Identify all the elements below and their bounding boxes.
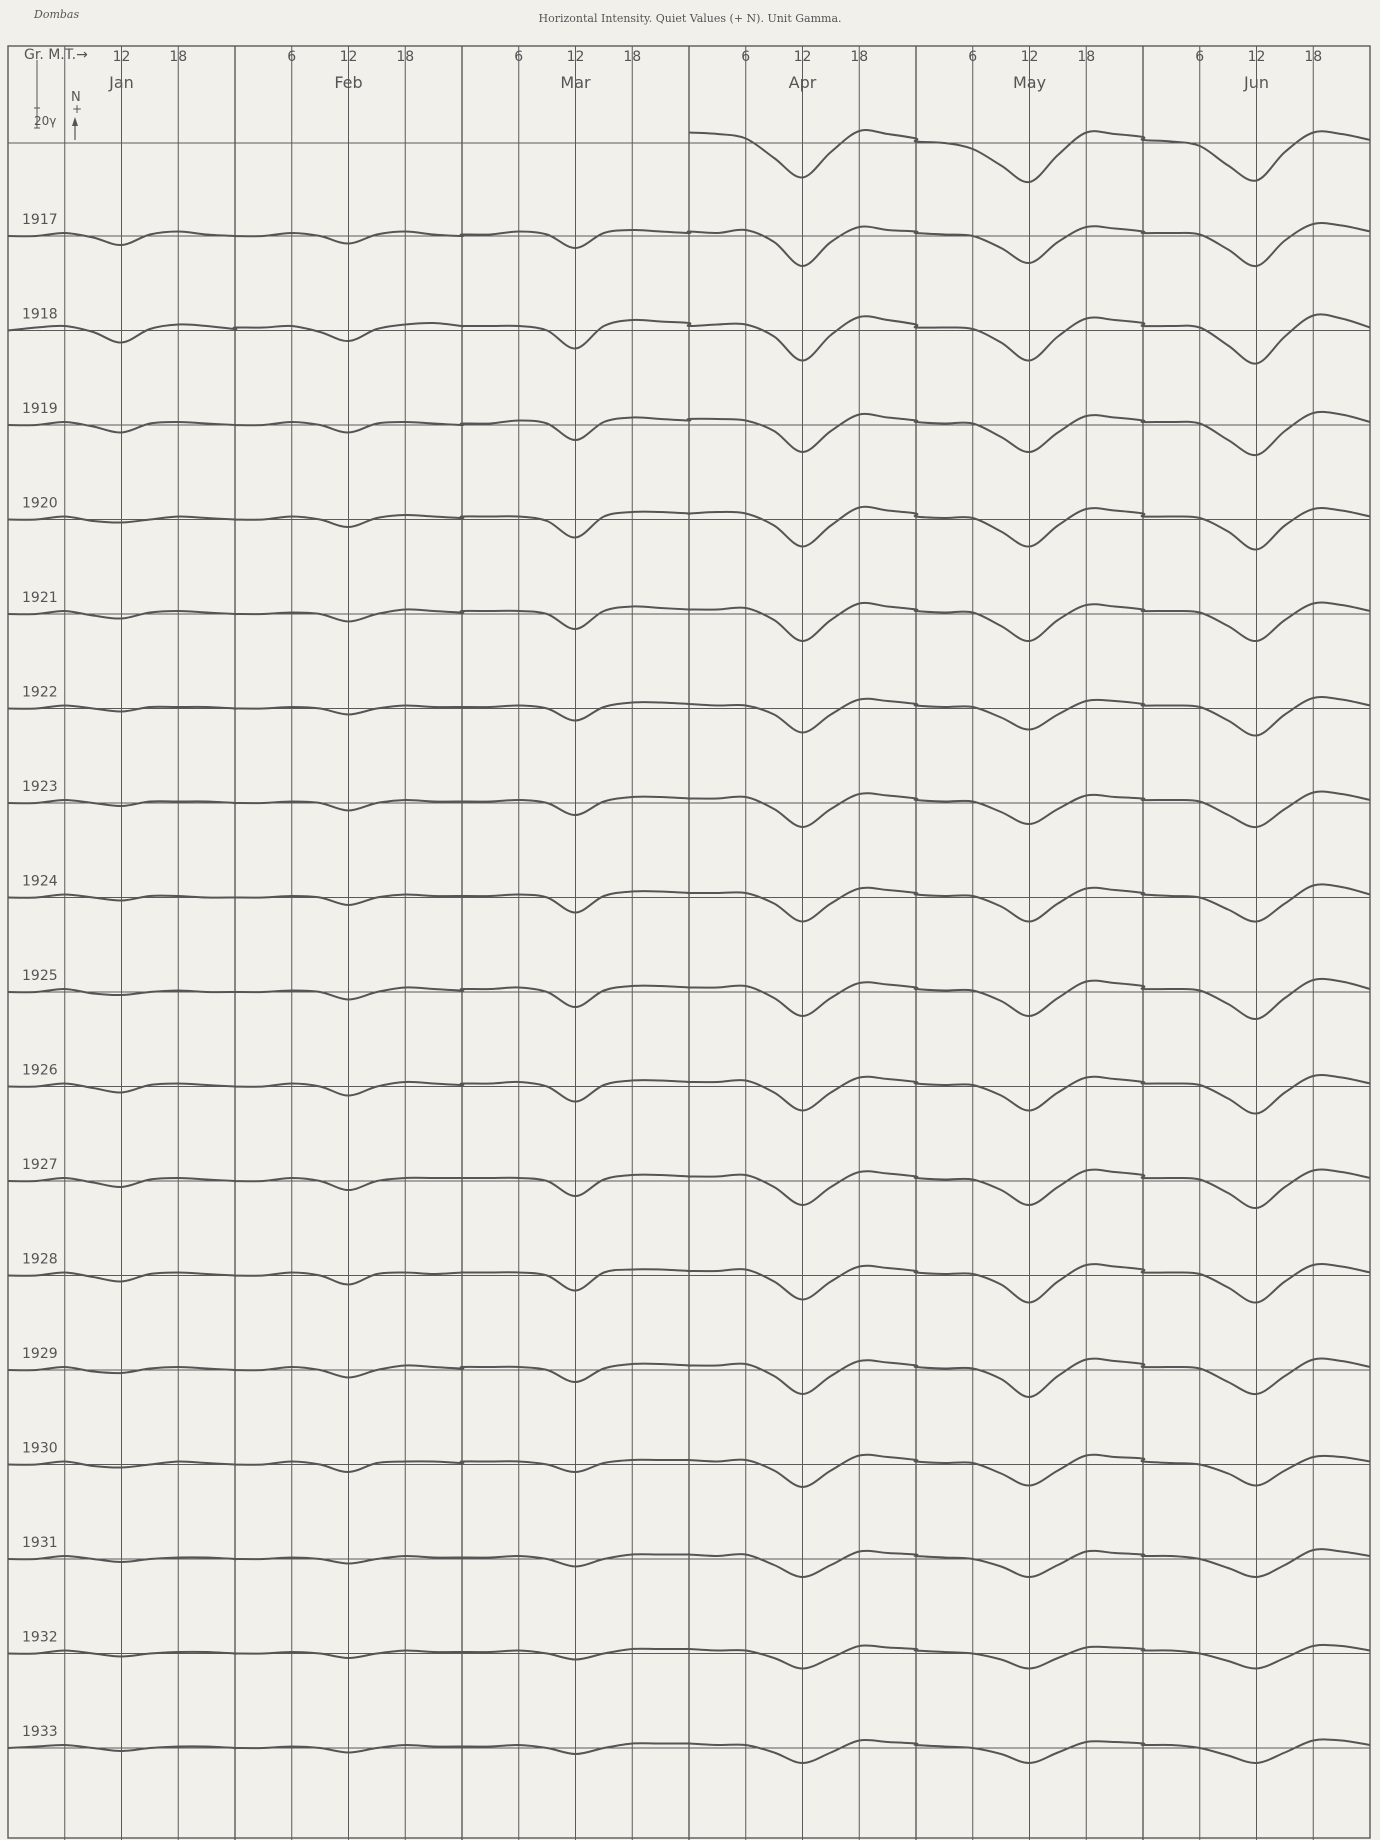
year-label: 1928 <box>22 1252 58 1268</box>
year-label: 1919 <box>22 401 58 417</box>
trace-mean <box>688 129 1371 184</box>
trace-1922 <box>7 696 1371 737</box>
trace-1917 <box>7 222 1371 268</box>
traces <box>7 129 1371 1765</box>
year-label: 1931 <box>22 1535 58 1551</box>
trace-1925 <box>7 977 1371 1021</box>
hour-tick-label: 6 <box>287 49 296 65</box>
year-label: 1921 <box>22 590 58 606</box>
hour-tick-label: 12 <box>1248 49 1266 65</box>
year-label: 1932 <box>22 1630 58 1646</box>
hour-tick-label: 12 <box>794 49 812 65</box>
trace-1931 <box>7 1548 1371 1579</box>
year-label: 1930 <box>22 1441 58 1457</box>
hour-tick-label: 18 <box>169 49 187 65</box>
scale-bar-label: 20γ <box>34 114 56 128</box>
year-label: 1933 <box>22 1724 58 1740</box>
hour-tick-label: 6 <box>1195 49 1204 65</box>
year-label: 1929 <box>22 1346 58 1362</box>
month-label: Apr <box>789 73 817 92</box>
month-label: Jun <box>1243 73 1269 92</box>
month-label: May <box>1013 73 1046 92</box>
legend-box: Gr. M.T.→ N + 20γ <box>24 47 88 140</box>
hour-tick-label: 6 <box>514 49 523 65</box>
chart-title: Horizontal Intensity. Quiet Values (+ N)… <box>538 12 841 25</box>
hour-tick-label: 12 <box>1021 49 1039 65</box>
station-name: Dombas <box>33 8 79 21</box>
year-label: 1917 <box>22 212 58 228</box>
year-label: 1918 <box>22 307 58 323</box>
year-label: 1920 <box>22 496 58 512</box>
hour-tick-labels: 12 18 6 12 18 6 12 18 6 12 18 6 12 18 6 12 18 <box>113 49 1323 65</box>
trace-1919 <box>7 410 1371 457</box>
year-label: 1922 <box>22 685 58 701</box>
month-label: Mar <box>560 73 591 92</box>
year-label: 1926 <box>22 1063 58 1079</box>
year-label: 1923 <box>22 779 58 795</box>
month-label: Feb <box>334 73 362 92</box>
hour-tick-label: 6 <box>968 49 977 65</box>
hour-tick-label: 12 <box>340 49 358 65</box>
hour-tick-label: 18 <box>1304 49 1322 65</box>
hour-tick-label: 18 <box>850 49 868 65</box>
year-label: 1925 <box>22 968 58 984</box>
time-axis-label: Gr. M.T.→ <box>24 47 88 63</box>
hour-tick-label: 18 <box>396 49 414 65</box>
trace-1927 <box>7 1168 1371 1210</box>
north-arrow-head <box>72 117 78 126</box>
year-label: 1924 <box>22 874 58 890</box>
trace-1923 <box>7 790 1371 829</box>
year-label: 1927 <box>22 1157 58 1173</box>
trace-1924 <box>7 883 1371 923</box>
north-plus-sign: + <box>72 102 82 116</box>
trace-1930 <box>7 1453 1371 1488</box>
month-labels: Jan Feb Mar Apr May Jun <box>108 73 1269 92</box>
hour-tick-label: 12 <box>567 49 585 65</box>
month-label: Jan <box>108 73 134 92</box>
trace-1926 <box>7 1074 1371 1115</box>
trace-1933 <box>7 1738 1371 1765</box>
trace-1918 <box>7 313 1371 365</box>
hour-tick-label: 18 <box>623 49 641 65</box>
hour-tick-label: 18 <box>1077 49 1095 65</box>
trace-1921 <box>7 601 1371 643</box>
trace-1928 <box>7 1263 1371 1304</box>
trace-1932 <box>7 1643 1371 1670</box>
hour-tick-label: 6 <box>741 49 750 65</box>
year-labels: 1917 1918 1919 1920 1921 1922 1923 1924 1925 1926… <box>22 212 58 1740</box>
north-label: N <box>71 90 81 105</box>
grid <box>7 45 1371 1840</box>
trace-1920 <box>7 505 1371 551</box>
trace-1929 <box>7 1357 1371 1399</box>
hour-tick-label: 12 <box>113 49 131 65</box>
